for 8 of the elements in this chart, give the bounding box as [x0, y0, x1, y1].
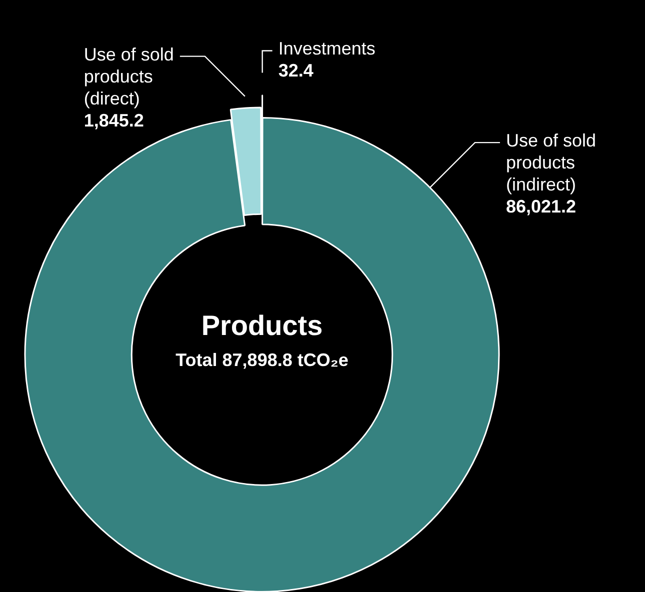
slice-label: Use of sold products (indirect) — [506, 130, 596, 195]
slice-label: Investments — [278, 38, 376, 59]
data-label: 86,021.2 — [506, 196, 576, 217]
text: Total 87,898.8 tCO₂e — [174, 350, 350, 371]
slice-label: Use of sold products (direct) — [84, 44, 174, 108]
data-label: 1,845.2 — [84, 110, 144, 130]
data-label: 32.4 — [278, 60, 314, 81]
text: Products — [200, 310, 324, 342]
